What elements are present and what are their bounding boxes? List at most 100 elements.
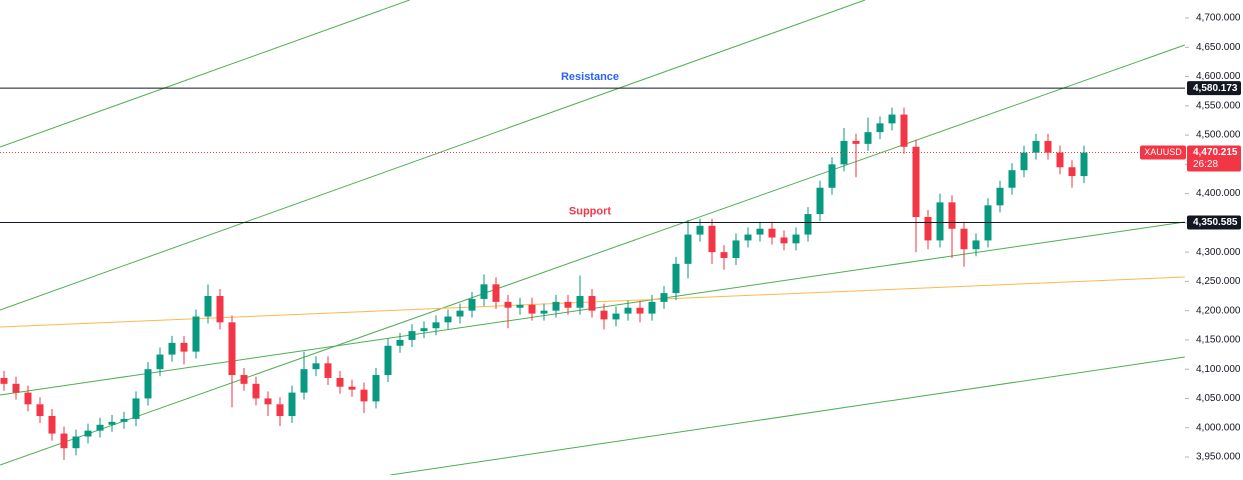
candle-body — [1044, 140, 1052, 153]
candle-body — [1020, 152, 1028, 171]
candle-body — [1008, 170, 1016, 188]
candle-body — [120, 418, 128, 422]
candle-body — [708, 225, 716, 253]
candle-body — [552, 301, 560, 311]
candle-body — [516, 304, 524, 308]
candle-body — [1056, 152, 1064, 168]
candle-body — [276, 404, 284, 417]
y-tick-label: 4,050.000 — [1196, 393, 1241, 404]
candle-body — [444, 316, 452, 323]
level-label: Support — [569, 205, 611, 217]
candle-body — [420, 328, 428, 332]
trendline — [0, 44, 1185, 466]
candle-body — [936, 202, 944, 241]
y-tick-label: 4,300.000 — [1196, 247, 1241, 258]
trendline — [0, 0, 866, 311]
candle-body — [84, 430, 92, 437]
candle-body — [72, 436, 80, 449]
candle-body — [312, 363, 320, 370]
level-price-label: 4,580.173 — [1193, 83, 1238, 94]
countdown-label: 26:28 — [1193, 159, 1218, 170]
candle-body — [900, 114, 908, 147]
candle-body — [384, 345, 392, 376]
candle-body — [408, 331, 416, 340]
candle-body — [492, 284, 500, 302]
candle-body — [456, 310, 464, 317]
candle-body — [60, 433, 68, 449]
candle-body — [24, 392, 32, 405]
y-tick-label: 4,200.000 — [1196, 305, 1241, 316]
candle-body — [912, 146, 920, 218]
y-tick-label: 4,250.000 — [1196, 276, 1241, 287]
candle-body — [480, 284, 488, 299]
candle-body — [108, 421, 116, 425]
candle-body — [300, 369, 308, 393]
current-price-box — [1187, 145, 1241, 172]
trendline — [0, 0, 410, 148]
candle-body — [240, 375, 248, 384]
candle-body — [0, 377, 8, 384]
level-price-box — [1187, 215, 1241, 230]
candle-body — [168, 342, 176, 355]
candle-body — [576, 296, 584, 308]
candle-body — [792, 234, 800, 244]
candle-body — [156, 354, 164, 370]
candle-body — [324, 363, 332, 378]
candle-body — [96, 424, 104, 431]
candle-body — [684, 234, 692, 264]
candle-body — [588, 296, 596, 311]
candle-body — [648, 301, 656, 314]
candle-body — [264, 398, 272, 405]
candle-body — [360, 389, 368, 402]
level-price-label: 4,350.585 — [1193, 217, 1238, 228]
candle-body — [228, 322, 236, 376]
candle-body — [756, 228, 764, 235]
plot-area: Resistance Support — [0, 0, 1185, 475]
symbol-box — [1140, 145, 1186, 160]
y-tick-label: 4,500.000 — [1196, 130, 1241, 141]
candle-body — [696, 225, 704, 235]
candle-body — [48, 416, 56, 434]
candle-body — [528, 304, 536, 314]
candle-body — [624, 307, 632, 314]
candle-body — [852, 140, 860, 144]
candle-body — [660, 293, 668, 302]
candle-body — [348, 386, 356, 390]
candle-body — [672, 263, 680, 294]
candle-body — [876, 123, 884, 133]
y-tick-label: 4,400.000 — [1196, 188, 1241, 199]
candle-body — [1080, 152, 1088, 177]
candle-body — [252, 383, 260, 399]
candle-body — [336, 377, 344, 387]
candle-body — [972, 240, 980, 250]
candle-body — [144, 369, 152, 399]
candle-body — [732, 240, 740, 258]
candle-body — [924, 217, 932, 241]
candle-body — [948, 202, 956, 229]
candle-body — [612, 313, 620, 320]
candle-body — [888, 114, 896, 124]
candle-body — [864, 132, 872, 144]
level-label: Resistance — [561, 71, 619, 83]
candle-body — [828, 164, 836, 188]
symbol-label: XAUUSD — [1144, 147, 1182, 157]
candle-body — [720, 252, 728, 258]
candle-body — [600, 310, 608, 320]
candle-body — [816, 187, 824, 215]
candle-body — [468, 298, 476, 311]
candle-body — [12, 383, 20, 393]
candle-body — [744, 234, 752, 241]
current-price-label: 4,470.215 — [1193, 147, 1238, 158]
y-tick-label: 4,700.000 — [1196, 13, 1241, 24]
candle-body — [432, 322, 440, 329]
y-tick-label: 4,000.000 — [1196, 422, 1241, 433]
candle-body — [216, 296, 224, 323]
candle-body — [372, 375, 380, 402]
y-tick-label: 4,100.000 — [1196, 364, 1241, 375]
candle-body — [36, 404, 44, 417]
price-axis: 3,950.000 4,000.000 4,050.000 4,100.000 4,15… — [1140, 13, 1241, 463]
candle-body — [1032, 140, 1040, 153]
y-tick-label: 3,950.000 — [1196, 452, 1241, 463]
